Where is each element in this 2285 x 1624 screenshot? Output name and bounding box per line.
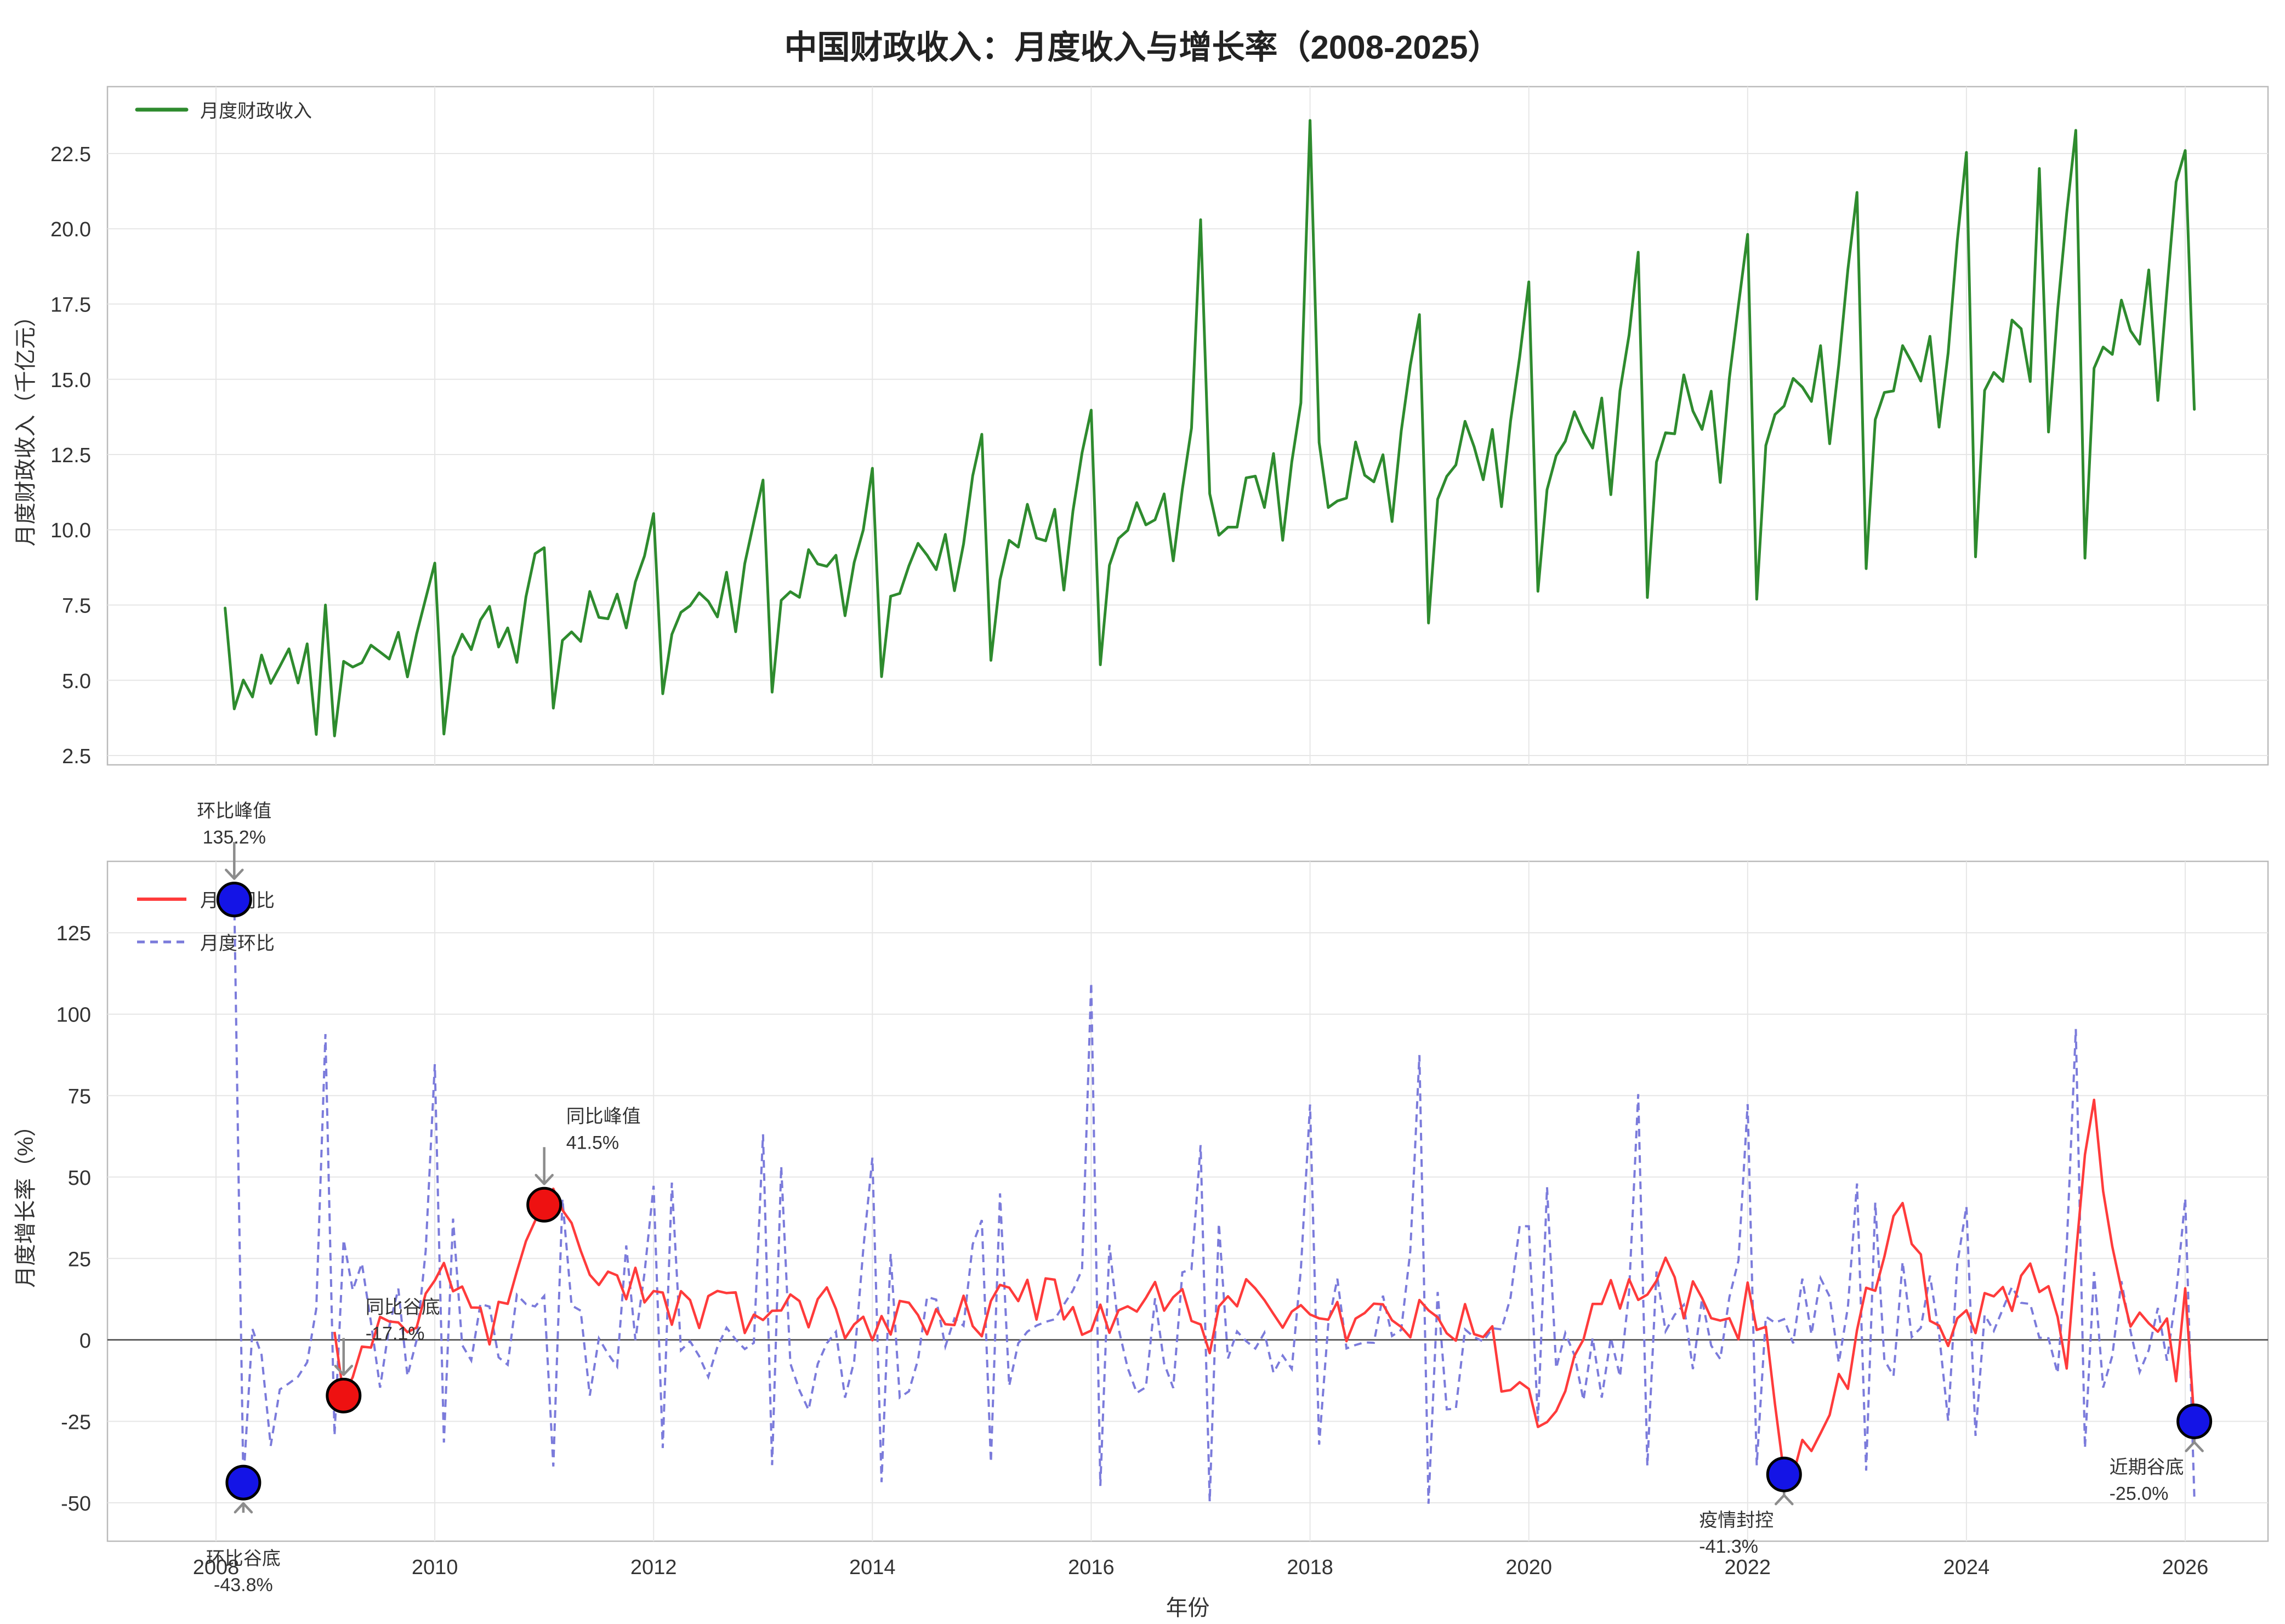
svg-text:17.5: 17.5 — [50, 294, 91, 317]
svg-text:2014: 2014 — [849, 1556, 896, 1579]
svg-text:-41.3%: -41.3% — [1699, 1536, 1758, 1557]
svg-text:环比谷底: 环比谷底 — [206, 1548, 281, 1569]
svg-text:-43.8%: -43.8% — [214, 1575, 273, 1595]
svg-text:25: 25 — [68, 1248, 91, 1271]
svg-text:同比峰值: 同比峰值 — [566, 1106, 641, 1127]
svg-text:2016: 2016 — [1068, 1556, 1115, 1579]
svg-text:2022: 2022 — [1725, 1556, 1771, 1579]
svg-text:-50: -50 — [61, 1492, 91, 1515]
svg-text:10.0: 10.0 — [50, 519, 91, 542]
svg-text:7.5: 7.5 — [62, 595, 91, 618]
svg-text:2.5: 2.5 — [62, 745, 91, 768]
svg-text:月度环比: 月度环比 — [200, 933, 275, 954]
svg-text:月度增长率（%）: 月度增长率（%） — [14, 1115, 38, 1288]
svg-text:近期谷底: 近期谷底 — [2110, 1457, 2184, 1478]
svg-text:2018: 2018 — [1287, 1556, 1333, 1579]
svg-text:环比峰值: 环比峰值 — [197, 801, 271, 822]
svg-text:同比谷底: 同比谷底 — [366, 1297, 440, 1318]
svg-text:年份: 年份 — [1166, 1596, 1210, 1620]
svg-text:5.0: 5.0 — [62, 670, 91, 693]
svg-text:50: 50 — [68, 1167, 91, 1190]
svg-text:22.5: 22.5 — [50, 143, 91, 166]
svg-text:41.5%: 41.5% — [566, 1132, 619, 1153]
svg-text:2010: 2010 — [412, 1556, 458, 1579]
svg-text:15.0: 15.0 — [50, 369, 91, 392]
svg-text:2024: 2024 — [1943, 1556, 1990, 1579]
svg-text:2012: 2012 — [630, 1556, 677, 1579]
svg-text:-25.0%: -25.0% — [2110, 1483, 2169, 1504]
svg-text:月度财政收入: 月度财政收入 — [200, 101, 312, 122]
svg-text:20.0: 20.0 — [50, 218, 91, 241]
svg-text:12.5: 12.5 — [50, 444, 91, 467]
svg-text:2026: 2026 — [2162, 1556, 2209, 1579]
svg-text:125: 125 — [56, 922, 91, 945]
svg-text:135.2%: 135.2% — [203, 827, 266, 848]
svg-text:0: 0 — [79, 1330, 91, 1353]
svg-text:75: 75 — [68, 1085, 91, 1108]
svg-text:2020: 2020 — [1505, 1556, 1552, 1579]
svg-text:月度财政收入（千亿元）: 月度财政收入（千亿元） — [14, 305, 38, 547]
svg-text:-17.1%: -17.1% — [366, 1323, 425, 1344]
svg-text:100: 100 — [56, 1004, 91, 1027]
svg-text:-25: -25 — [61, 1411, 91, 1434]
svg-text:疫情封控: 疫情封控 — [1699, 1510, 1774, 1531]
